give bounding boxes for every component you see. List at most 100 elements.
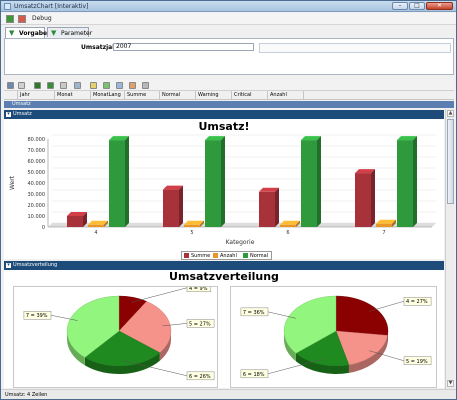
scroll-down-icon[interactable]: ▼ [447, 380, 454, 387]
bar-chart: 0 10.000 20.000 30.000 40.000 50.000 60.000 70.… [9, 134, 436, 246]
pie-slice-side [295, 353, 349, 374]
legend-label: Summe [191, 253, 211, 259]
umsatz-group-bar[interactable]: Umsatz [4, 101, 454, 108]
y-tick-label: 10.000 [28, 214, 46, 220]
settings-icon[interactable] [142, 82, 149, 89]
pie-slice [295, 330, 350, 367]
maximize-button[interactable]: □ [409, 2, 425, 10]
pie-label-box [240, 307, 269, 317]
pie-slice [335, 295, 389, 336]
tab-vorgaben[interactable]: ▼ Vorgaben [5, 27, 51, 38]
bar-side-anzahl [200, 220, 204, 227]
pie-label-leader [123, 360, 188, 377]
debug-button[interactable]: Debug [32, 15, 52, 22]
col-header[interactable]: MonatLang [91, 91, 125, 100]
tab-parameter[interactable]: ▼ Parameter [47, 27, 92, 37]
y-tick-label: 60.000 [28, 159, 46, 165]
pie-label: 4 = 9% [189, 287, 208, 292]
parameters-panel: Umsatzjahr 2007 [4, 38, 454, 75]
bar-summe [355, 173, 371, 227]
y-tick-label: 30.000 [28, 192, 46, 198]
scroll-up-icon[interactable]: ▲ [447, 110, 454, 117]
pie-label: 6 = 18% [243, 372, 265, 378]
print-icon[interactable] [60, 82, 67, 89]
pie-label-box [186, 371, 215, 381]
pie-slice [66, 295, 120, 358]
col-header[interactable]: Jahr [18, 91, 55, 100]
pie-label: 7 = 39% [26, 313, 48, 319]
tab-vorgaben-label: Vorgaben [19, 30, 52, 37]
y-tick-label: 20.000 [28, 203, 46, 209]
bar-summe [259, 191, 275, 227]
y-tick-label: 0 [42, 225, 45, 231]
pie-label: 4 = 27% [406, 299, 428, 305]
umsatz-section-label: Umsatz [13, 111, 32, 117]
bar-side-normal [317, 136, 321, 227]
export-icon[interactable] [47, 82, 54, 89]
row-selector-header[interactable] [4, 91, 18, 100]
pie-slice [335, 330, 388, 366]
pie-panel-right: 4 = 27% 5 = 19% 6 = 18% 7 = 36% [230, 286, 437, 388]
save-icon[interactable] [7, 82, 14, 89]
x-tick-label: 7 [382, 230, 385, 236]
col-header[interactable]: Anzahl [268, 91, 304, 100]
bar-chart-area: Umsatz! 0 10.000 20.000 30.000 40.000 50.000 6… [4, 119, 444, 259]
year-label: Umsatzjahr [81, 44, 120, 51]
sort-icon[interactable] [116, 82, 123, 89]
year-input[interactable]: 2007 [113, 43, 254, 51]
pie-slice-side [84, 352, 160, 374]
verteilung-section-header[interactable]: ▾ Umsatzverteilung [4, 261, 444, 270]
bar-normal [397, 140, 413, 227]
col-header[interactable]: Warning [196, 91, 232, 100]
bar-top-summe [259, 187, 279, 192]
main-toolbar: Debug [1, 13, 456, 25]
bar-top-anzahl [280, 220, 300, 225]
vertical-scrollbar[interactable]: ▲ ▼ [445, 109, 454, 389]
chart-title: Umsatz! [198, 120, 250, 133]
pie-label-leader [50, 314, 78, 321]
filter-icon[interactable] [90, 82, 97, 89]
x-tick-label: 4 [94, 230, 97, 236]
minimize-button[interactable]: – [392, 2, 408, 10]
pie-slice-side [67, 331, 85, 366]
bar-top-anzahl [88, 220, 108, 225]
close-button[interactable]: ✕ [426, 2, 453, 10]
pie-chart-area: Umsatzverteilung 4 = 9% 5 = 27% 6 = 26% 7 =… [4, 270, 444, 388]
bar-top-normal [205, 136, 225, 141]
status-bar: Umsatz: 4 Zeilen [1, 389, 456, 399]
excel-icon[interactable] [34, 82, 41, 89]
bar-anzahl [376, 223, 392, 227]
legend-item: Anzahl [213, 253, 237, 260]
bar-top-summe [163, 185, 183, 190]
title-bar: UmsatzChart [Interaktiv] – □ ✕ [1, 1, 456, 12]
pie-label-box [23, 310, 52, 320]
umsatz-section-header[interactable]: ▾ Umsatz [4, 110, 444, 119]
chart-icon[interactable] [74, 82, 81, 89]
pie-slice-side [159, 331, 171, 361]
bar-summe [67, 216, 83, 227]
bar-normal [205, 140, 221, 227]
col-header[interactable]: Normal [160, 91, 196, 100]
legend-item: Summe [184, 253, 210, 260]
scroll-thumb[interactable] [447, 119, 454, 204]
reload-icon[interactable] [18, 82, 25, 89]
legend-swatch-summe [184, 253, 189, 258]
delete-icon[interactable] [18, 15, 26, 23]
pie-chart-left: 4 = 9% 5 = 27% 6 = 26% 7 = 39% [23, 283, 215, 381]
filter-icon: ▼ [51, 29, 57, 37]
bar-side-summe [83, 212, 87, 227]
legend-label: Normal [250, 253, 269, 259]
add-icon[interactable] [6, 15, 14, 23]
pie-slice [84, 330, 161, 367]
pie-label-leader [267, 311, 297, 319]
group-icon[interactable] [103, 82, 110, 89]
col-header[interactable]: Critical [232, 91, 268, 100]
x-axis-label: Kategorie [226, 239, 255, 246]
col-header[interactable]: Monat [55, 91, 91, 100]
y-tick-label: 40.000 [28, 181, 46, 187]
col-header[interactable]: Summe [125, 91, 160, 100]
columns-icon[interactable] [129, 82, 136, 89]
bar-top-normal [397, 136, 417, 141]
pie-label-box [240, 369, 269, 379]
